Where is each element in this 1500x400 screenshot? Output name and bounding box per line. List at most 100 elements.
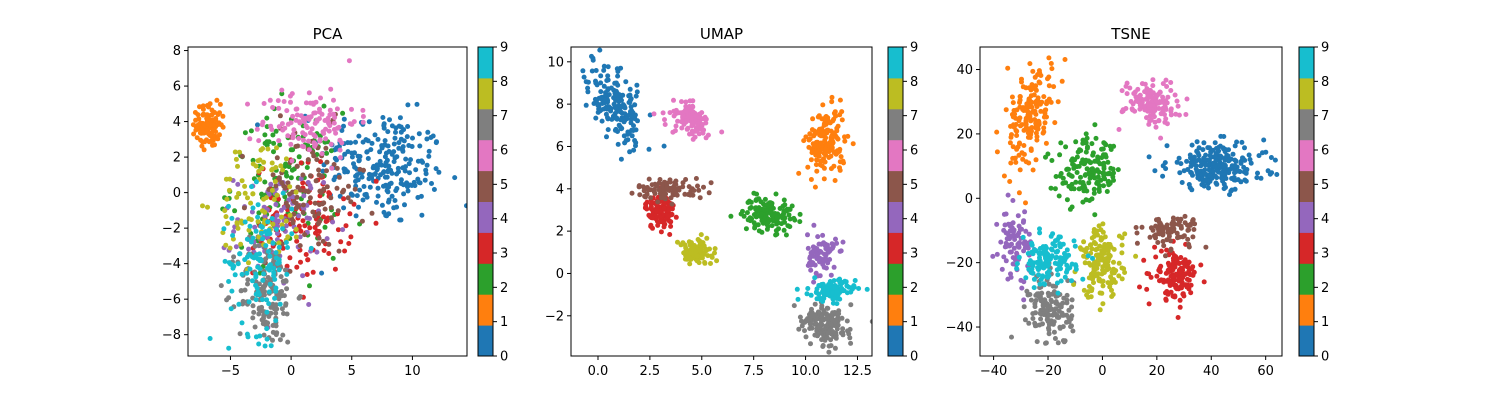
point: [258, 258, 264, 264]
colorbar-segment: [1299, 170, 1314, 202]
x-tick-label: −20: [1034, 364, 1061, 379]
point: [1230, 151, 1236, 157]
point: [1089, 141, 1095, 147]
point: [289, 158, 295, 164]
point: [215, 136, 221, 142]
point: [744, 210, 750, 216]
point: [643, 194, 648, 200]
point: [244, 236, 250, 242]
point: [1023, 275, 1029, 281]
point: [229, 215, 235, 221]
point: [1172, 92, 1178, 98]
point: [246, 260, 251, 266]
point: [1025, 109, 1031, 115]
point: [1144, 271, 1150, 276]
point: [1206, 185, 1211, 191]
point: [828, 343, 834, 349]
point: [693, 113, 699, 119]
point: [357, 187, 363, 193]
point: [345, 140, 351, 146]
point: [1084, 188, 1090, 194]
point: [791, 303, 797, 309]
point: [393, 129, 398, 135]
scatter-points: [580, 47, 872, 355]
point: [341, 196, 347, 202]
plot-title: PCA: [313, 25, 344, 43]
point: [319, 270, 325, 276]
y-tick-label: 2: [556, 225, 564, 240]
point: [623, 138, 629, 143]
point: [275, 261, 280, 266]
point: [830, 118, 836, 124]
point: [1044, 263, 1050, 268]
point: [271, 140, 277, 146]
point: [306, 138, 311, 144]
point: [1028, 146, 1034, 152]
point: [687, 98, 693, 104]
point: [273, 183, 279, 189]
point: [1037, 310, 1043, 316]
point: [262, 132, 268, 138]
point: [1180, 291, 1186, 297]
colorbar-segment: [478, 232, 493, 264]
point: [334, 165, 340, 171]
point: [231, 229, 237, 235]
scatter-points: [190, 58, 467, 351]
point: [1224, 152, 1230, 158]
point: [311, 110, 317, 116]
point: [287, 212, 293, 218]
point: [1163, 296, 1169, 302]
point: [1052, 260, 1058, 266]
point: [585, 89, 591, 95]
point: [830, 300, 836, 306]
point: [335, 208, 341, 214]
point: [333, 130, 339, 136]
point: [276, 244, 282, 250]
point: [294, 205, 300, 211]
point: [684, 250, 689, 256]
point: [341, 123, 346, 129]
point: [392, 198, 398, 203]
point: [433, 140, 439, 146]
point: [220, 230, 226, 236]
point: [350, 192, 355, 198]
point: [298, 160, 304, 166]
point: [821, 176, 827, 182]
point: [205, 204, 210, 210]
point: [1043, 140, 1049, 146]
point: [322, 224, 328, 230]
point: [1057, 244, 1063, 250]
point: [1027, 116, 1033, 122]
point: [267, 97, 273, 103]
point: [276, 240, 282, 246]
point: [814, 130, 820, 135]
point: [389, 170, 395, 176]
point: [372, 132, 378, 138]
point: [1165, 94, 1171, 100]
point: [675, 239, 680, 245]
colorbar-tick-label: 4: [1321, 212, 1329, 227]
point: [807, 131, 813, 137]
point: [1227, 156, 1233, 162]
point: [709, 254, 715, 260]
point: [1020, 234, 1026, 240]
point: [255, 214, 261, 220]
point: [250, 235, 256, 241]
colorbar-segment: [478, 325, 493, 357]
point: [661, 192, 667, 198]
point: [818, 249, 824, 255]
point: [781, 227, 787, 233]
colorbar-segment: [1299, 294, 1314, 326]
point: [328, 215, 334, 221]
point: [319, 151, 325, 157]
point: [325, 115, 331, 121]
point: [1008, 271, 1013, 277]
point: [345, 149, 351, 155]
point: [262, 213, 268, 219]
colorbar-tick-label: 9: [500, 41, 508, 56]
point: [1145, 94, 1151, 100]
point: [245, 281, 250, 287]
point: [1019, 76, 1024, 82]
point: [256, 168, 262, 174]
point: [1150, 90, 1156, 96]
